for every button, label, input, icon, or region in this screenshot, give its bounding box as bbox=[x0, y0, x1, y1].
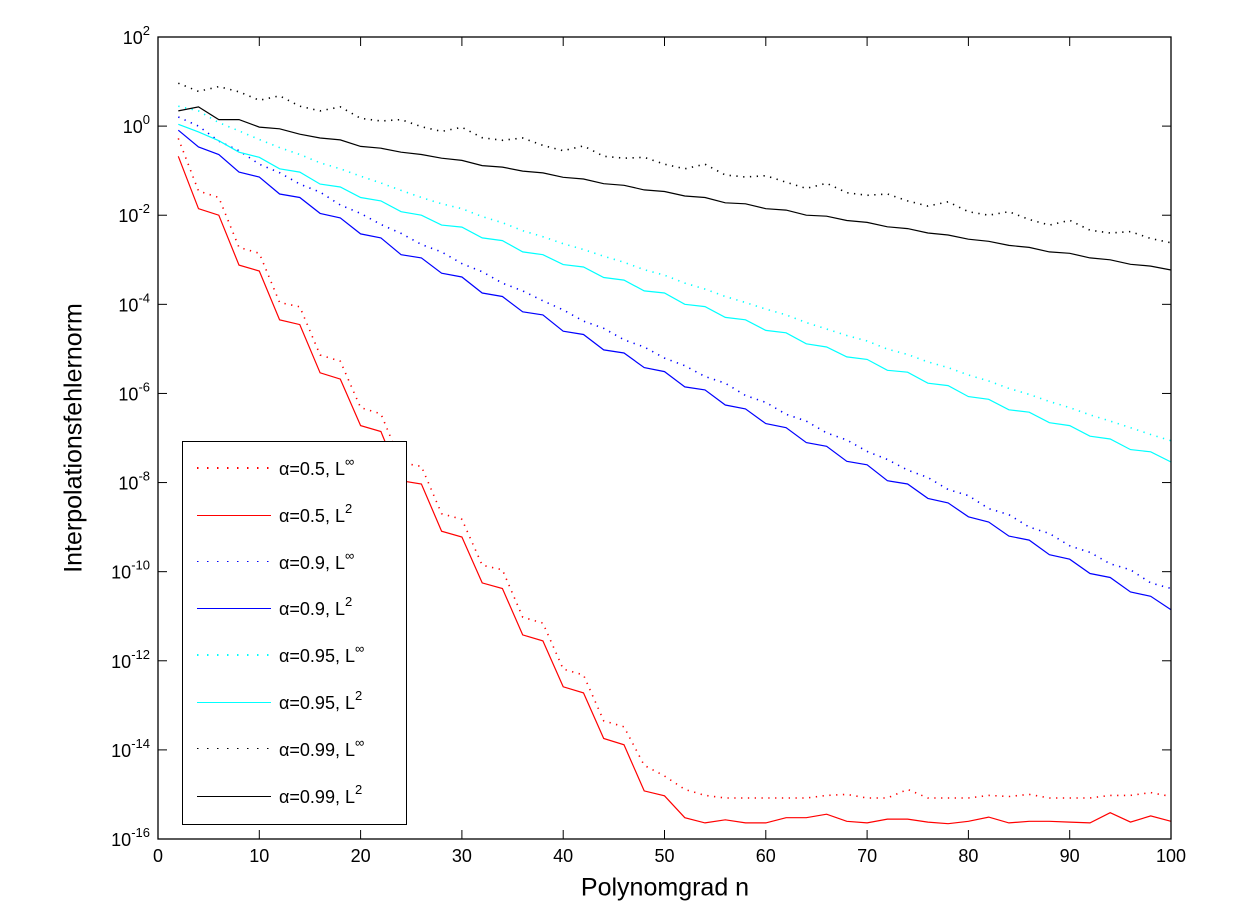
legend-line-sample bbox=[197, 514, 271, 516]
x-tick-label: 70 bbox=[857, 846, 877, 866]
legend-item: α=0.99, L2 bbox=[183, 782, 406, 812]
y-axis-label: Interpolationsfehlernorm bbox=[59, 303, 88, 573]
legend-line-sample bbox=[197, 560, 271, 563]
legend-label: α=0.5, L2 bbox=[279, 500, 353, 526]
series-line-7 bbox=[178, 106, 1172, 271]
y-tick-label: 10-14 bbox=[111, 736, 150, 761]
axis-ticks bbox=[157, 36, 1172, 840]
legend-line-sample bbox=[197, 608, 271, 610]
series-line-4 bbox=[178, 105, 1172, 442]
y-tick-label: 102 bbox=[123, 23, 150, 48]
x-tick-label: 0 bbox=[153, 846, 163, 866]
x-tick-label: 50 bbox=[654, 846, 674, 866]
legend-label: α=0.5, L∞ bbox=[279, 454, 355, 479]
x-tick-label: 10 bbox=[249, 846, 269, 866]
y-tick-label: 10-2 bbox=[118, 201, 150, 226]
x-axis-label: Polynomgrad n bbox=[580, 873, 750, 902]
y-tick-label: 10-8 bbox=[118, 469, 150, 494]
legend-line-sample bbox=[197, 747, 271, 750]
legend-label: α=0.99, L2 bbox=[279, 781, 363, 807]
legend-item: α=0.9, L2 bbox=[183, 594, 406, 624]
legend-item: α=0.95, L∞ bbox=[183, 641, 406, 671]
series-line-1 bbox=[177, 156, 1172, 825]
x-tick-label: 80 bbox=[958, 846, 978, 866]
x-tick-label: 100 bbox=[1156, 846, 1186, 866]
x-tick-label: 20 bbox=[351, 846, 371, 866]
y-tick-label: 10-4 bbox=[118, 290, 150, 315]
legend-line-sample bbox=[197, 702, 271, 703]
series-line-6 bbox=[177, 82, 1172, 244]
legend-item: α=0.95, L2 bbox=[183, 688, 406, 718]
series-line-5 bbox=[178, 123, 1172, 463]
legend-label: α=0.99, L∞ bbox=[279, 734, 365, 760]
legend-item: α=0.5, L∞ bbox=[183, 454, 406, 484]
series-line-3 bbox=[177, 129, 1172, 611]
legend-label: α=0.9, L∞ bbox=[279, 547, 355, 573]
x-tick-label: 30 bbox=[452, 846, 472, 866]
series-layer bbox=[177, 82, 1172, 825]
x-tick-label: 60 bbox=[756, 846, 776, 866]
y-tick-labels: 102 100 10-2 10-4 10-6 10-8 10-10 10-12 10-14 10-… bbox=[111, 23, 150, 850]
legend-label: α=0.95, L2 bbox=[279, 688, 363, 713]
x-tick-labels: 0 10 20 30 40 50 60 70 80 90 100 bbox=[153, 846, 1186, 866]
legend-line-sample bbox=[197, 467, 271, 469]
legend-line-sample bbox=[197, 654, 271, 656]
legend-label: α=0.95, L∞ bbox=[279, 641, 365, 667]
legend-item: α=0.9, L∞ bbox=[183, 548, 406, 578]
legend: α=0.5, L∞ α=0.5, L2 α=0.9, L∞ α=0.9, L2 α=0.… bbox=[182, 441, 407, 825]
y-tick-label: 100 bbox=[123, 112, 150, 137]
x-tick-label: 90 bbox=[1060, 846, 1080, 866]
y-tick-label: 10-6 bbox=[118, 379, 150, 404]
y-tick-label: 10-10 bbox=[111, 558, 150, 583]
y-tick-label: 10-12 bbox=[111, 647, 150, 672]
y-tick-label: 10-16 bbox=[111, 825, 150, 850]
x-tick-label: 40 bbox=[553, 846, 573, 866]
legend-label: α=0.9, L2 bbox=[279, 594, 353, 620]
legend-line-sample bbox=[197, 795, 271, 797]
legend-item: α=0.5, L2 bbox=[183, 501, 406, 531]
legend-item: α=0.99, L∞ bbox=[183, 735, 406, 765]
